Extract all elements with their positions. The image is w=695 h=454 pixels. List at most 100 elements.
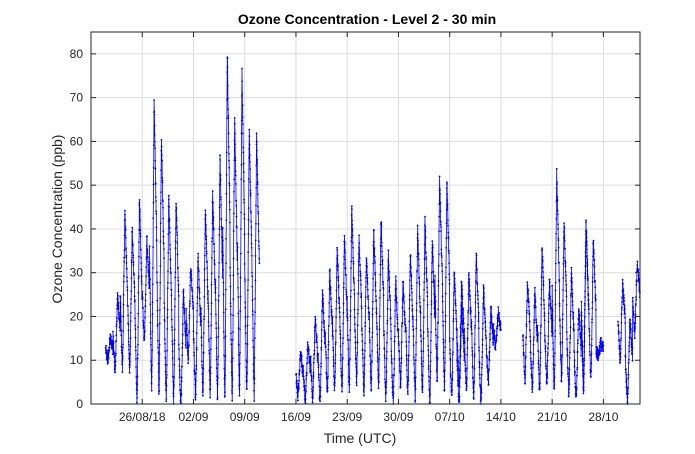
data-point <box>174 298 176 300</box>
data-point <box>218 234 221 236</box>
data-point <box>560 374 563 377</box>
data-point <box>181 323 184 325</box>
data-point <box>394 310 396 312</box>
data-point <box>324 338 327 340</box>
data-point <box>249 210 252 213</box>
data-point <box>631 353 633 356</box>
data-point <box>450 375 452 377</box>
data-point <box>138 241 140 244</box>
data-point <box>122 346 124 349</box>
data-point <box>592 264 594 266</box>
data-point <box>162 217 165 220</box>
data-point <box>310 375 313 377</box>
data-point <box>119 305 122 308</box>
y-tick-label: 30 <box>70 266 84 280</box>
data-point <box>130 298 133 300</box>
data-point <box>323 326 325 329</box>
data-point <box>422 350 425 352</box>
data-point <box>552 380 555 383</box>
data-point <box>537 360 540 362</box>
chart-title: Ozone Concentration - Level 2 - 30 min <box>238 11 496 27</box>
data-point <box>202 388 205 391</box>
data-point <box>479 384 482 387</box>
data-point <box>431 243 434 246</box>
x-tick-label: 16/09 <box>281 410 311 424</box>
data-point <box>341 390 343 393</box>
data-point <box>631 352 633 354</box>
data-point <box>408 307 411 310</box>
data-point <box>436 368 438 371</box>
data-point <box>250 226 253 228</box>
data-point <box>577 342 579 345</box>
data-point <box>241 104 244 106</box>
data-point <box>564 247 566 250</box>
data-point <box>160 191 162 194</box>
data-point <box>423 299 425 302</box>
data-point <box>548 294 550 297</box>
data-point <box>631 359 634 362</box>
data-point <box>232 314 235 316</box>
data-point <box>474 315 477 318</box>
data-point <box>137 312 140 315</box>
data-point <box>386 319 389 322</box>
data-point <box>233 122 236 125</box>
data-point <box>349 339 351 341</box>
data-point <box>444 320 447 323</box>
data-point <box>201 360 203 363</box>
data-point <box>434 275 436 277</box>
data-point <box>584 275 587 278</box>
data-point <box>207 321 210 323</box>
data-point <box>491 332 494 334</box>
data-point <box>442 320 444 323</box>
data-point <box>151 301 154 303</box>
data-point <box>434 316 436 319</box>
data-point <box>429 370 432 373</box>
data-point <box>483 296 485 298</box>
data-point <box>491 327 493 330</box>
data-point <box>195 348 198 351</box>
data-point <box>373 260 376 262</box>
data-point <box>628 358 630 361</box>
data-point <box>394 325 396 328</box>
data-point <box>548 292 551 294</box>
data-point <box>377 375 380 378</box>
data-point <box>245 359 248 362</box>
data-point <box>527 297 530 300</box>
data-point <box>332 346 335 349</box>
data-point <box>557 223 559 226</box>
data-point <box>475 271 477 274</box>
data-point <box>376 351 379 354</box>
data-point <box>191 290 194 292</box>
data-point <box>153 110 156 113</box>
data-point <box>472 387 475 389</box>
data-point <box>362 376 365 378</box>
data-point <box>154 182 157 185</box>
data-point <box>401 297 404 300</box>
data-point <box>172 392 175 395</box>
data-point <box>540 288 543 291</box>
data-point <box>232 298 235 300</box>
data-point <box>250 211 252 214</box>
data-point <box>483 292 485 294</box>
data-point <box>441 264 443 267</box>
data-point <box>378 358 380 360</box>
data-point <box>220 228 223 231</box>
data-point <box>416 269 419 272</box>
data-point <box>524 376 526 379</box>
data-point <box>196 302 199 305</box>
data-point <box>459 335 462 338</box>
data-point <box>585 240 588 243</box>
data-point <box>412 356 415 358</box>
data-point <box>621 301 623 304</box>
data-point <box>484 334 487 337</box>
data-point <box>392 396 394 399</box>
data-point <box>407 354 410 357</box>
data-point <box>337 279 340 282</box>
data-point <box>327 343 330 346</box>
data-point <box>409 279 411 281</box>
data-point <box>426 295 429 298</box>
data-point <box>221 276 224 279</box>
data-point <box>359 279 362 282</box>
data-point <box>256 162 258 165</box>
data-point <box>427 335 429 337</box>
